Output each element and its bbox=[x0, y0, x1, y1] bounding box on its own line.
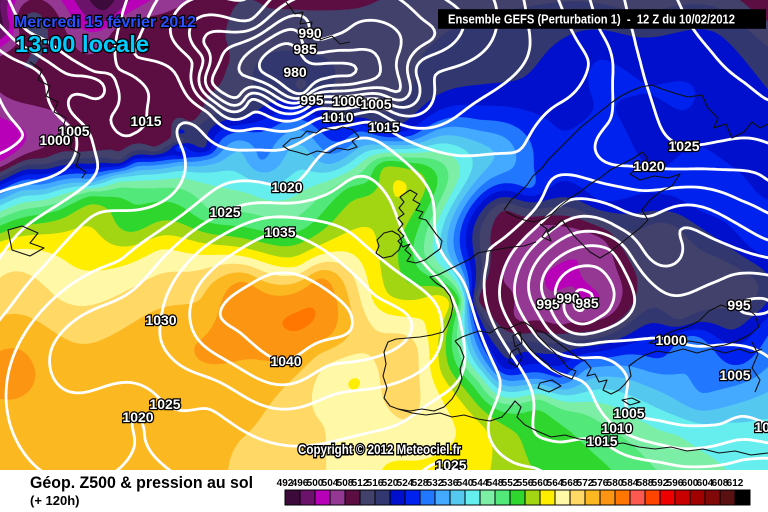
svg-text:1005: 1005 bbox=[360, 96, 391, 112]
svg-text:536: 536 bbox=[442, 478, 459, 489]
svg-text:985: 985 bbox=[293, 41, 317, 57]
svg-text:1035: 1035 bbox=[264, 224, 295, 240]
svg-text:1005: 1005 bbox=[613, 405, 644, 421]
svg-text:1010: 1010 bbox=[322, 109, 353, 125]
svg-text:Mercredi 15 février 2012: Mercredi 15 février 2012 bbox=[14, 14, 196, 31]
svg-text:576: 576 bbox=[592, 478, 609, 489]
svg-text:(+ 120h): (+ 120h) bbox=[30, 493, 80, 508]
svg-text:600: 600 bbox=[682, 478, 699, 489]
svg-text:1010: 1010 bbox=[601, 420, 632, 436]
svg-text:532: 532 bbox=[427, 478, 444, 489]
svg-text:1030: 1030 bbox=[145, 312, 176, 328]
svg-text:548: 548 bbox=[487, 478, 504, 489]
svg-text:990: 990 bbox=[298, 25, 322, 41]
svg-text:608: 608 bbox=[712, 478, 729, 489]
svg-text:1025: 1025 bbox=[668, 138, 699, 154]
svg-text:596: 596 bbox=[667, 478, 684, 489]
svg-text:Ensemble GEFS (Perturbation 1): Ensemble GEFS (Perturbation 1) - 12 Z du… bbox=[448, 12, 735, 27]
svg-text:604: 604 bbox=[697, 478, 714, 489]
svg-text:560: 560 bbox=[532, 478, 549, 489]
svg-text:504: 504 bbox=[322, 478, 339, 489]
svg-text:Copyright © 2012 Meteociel.fr: Copyright © 2012 Meteociel.fr bbox=[298, 442, 462, 457]
svg-text:592: 592 bbox=[652, 478, 669, 489]
svg-text:556: 556 bbox=[517, 478, 534, 489]
svg-text:Géop. Z500 & pression au sol: Géop. Z500 & pression au sol bbox=[30, 473, 253, 492]
svg-text:588: 588 bbox=[637, 478, 654, 489]
svg-text:1015: 1015 bbox=[130, 113, 161, 129]
svg-text:990: 990 bbox=[556, 290, 580, 306]
svg-text:552: 552 bbox=[502, 478, 519, 489]
svg-text:980: 980 bbox=[283, 64, 307, 80]
svg-text:1020: 1020 bbox=[271, 179, 302, 195]
svg-text:584: 584 bbox=[622, 478, 639, 489]
svg-text:1005: 1005 bbox=[754, 419, 768, 435]
svg-text:1015: 1015 bbox=[586, 433, 617, 449]
svg-text:540: 540 bbox=[457, 478, 474, 489]
svg-text:568: 568 bbox=[562, 478, 579, 489]
svg-text:544: 544 bbox=[472, 478, 489, 489]
svg-text:13:00 locale: 13:00 locale bbox=[15, 31, 149, 57]
svg-text:524: 524 bbox=[397, 478, 414, 489]
svg-text:612: 612 bbox=[727, 478, 744, 489]
svg-text:1005: 1005 bbox=[719, 367, 750, 383]
svg-text:500: 500 bbox=[307, 478, 324, 489]
svg-text:496: 496 bbox=[292, 478, 309, 489]
svg-text:985: 985 bbox=[575, 295, 599, 311]
svg-text:512: 512 bbox=[352, 478, 369, 489]
svg-text:1000: 1000 bbox=[655, 332, 686, 348]
svg-text:995: 995 bbox=[536, 296, 560, 312]
svg-text:1025: 1025 bbox=[209, 204, 240, 220]
svg-text:1020: 1020 bbox=[122, 409, 153, 425]
svg-text:580: 580 bbox=[607, 478, 624, 489]
svg-text:995: 995 bbox=[300, 92, 324, 108]
svg-text:520: 520 bbox=[382, 478, 399, 489]
svg-text:1000: 1000 bbox=[332, 93, 363, 109]
svg-text:492: 492 bbox=[277, 478, 294, 489]
svg-text:1025: 1025 bbox=[435, 457, 466, 473]
svg-text:516: 516 bbox=[367, 478, 384, 489]
svg-text:508: 508 bbox=[337, 478, 354, 489]
svg-text:1005: 1005 bbox=[58, 123, 89, 139]
svg-text:1040: 1040 bbox=[270, 353, 301, 369]
svg-text:572: 572 bbox=[577, 478, 594, 489]
svg-text:528: 528 bbox=[412, 478, 429, 489]
svg-text:995: 995 bbox=[727, 297, 751, 313]
svg-text:1020: 1020 bbox=[633, 158, 664, 174]
svg-text:1025: 1025 bbox=[149, 396, 180, 412]
svg-text:1000: 1000 bbox=[39, 132, 70, 148]
svg-text:564: 564 bbox=[547, 478, 564, 489]
svg-text:1015: 1015 bbox=[368, 119, 399, 135]
